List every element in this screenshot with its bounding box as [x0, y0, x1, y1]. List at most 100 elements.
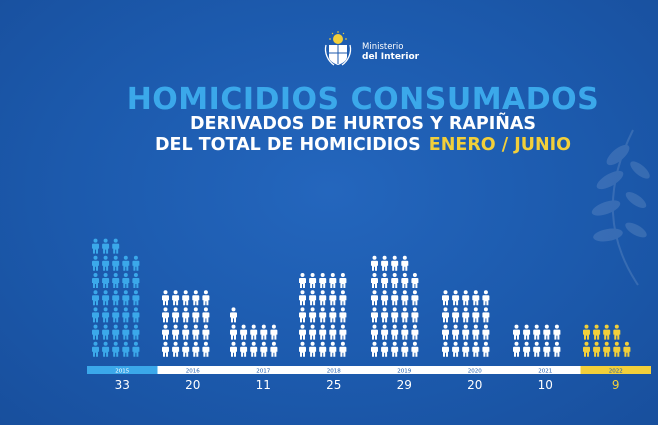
person-icon-12	[102, 307, 110, 323]
person-icon-7	[381, 324, 389, 340]
pictogram-bar-2015	[92, 238, 140, 357]
person-icon-11	[299, 307, 306, 323]
x-tick-label-2020: 2020	[468, 368, 482, 374]
value-label-2016: 20	[185, 378, 200, 392]
person-icon-31	[92, 238, 99, 254]
person-icon-10	[411, 324, 419, 340]
person-icon-13	[391, 307, 399, 323]
person-icon-16	[162, 290, 169, 306]
person-icon-5	[553, 341, 561, 357]
person-icon-17	[452, 290, 460, 306]
pictogram-bar-2016	[162, 290, 210, 357]
person-icon-2	[172, 341, 180, 357]
person-icon-5	[411, 341, 419, 357]
person-icon-9	[192, 324, 200, 340]
person-icon-25	[411, 273, 419, 288]
x-tick-label-2017: 2017	[256, 368, 270, 374]
subtitle-line-1: DERIVADOS DE HURTOS Y RAPIÑAS	[189, 114, 536, 134]
value-label-2022: 9	[612, 378, 620, 392]
person-icon-17	[102, 290, 110, 306]
person-icon-8	[112, 324, 120, 340]
person-icon-19	[401, 290, 409, 306]
person-icon-15	[202, 307, 210, 323]
person-icon-1	[513, 341, 520, 357]
year-strip-2017	[228, 366, 299, 374]
person-icon-2	[452, 341, 460, 357]
person-icon-6	[230, 324, 237, 340]
person-icon-8	[250, 324, 258, 340]
person-icon-20	[411, 290, 419, 306]
person-icon-8	[462, 324, 470, 340]
person-icon-1	[162, 341, 169, 357]
person-icon-5	[623, 341, 631, 357]
person-icon-23	[112, 273, 120, 288]
person-icon-24	[401, 273, 409, 288]
person-icon-2	[381, 341, 389, 357]
person-icon-18	[391, 290, 399, 306]
person-icon-6	[92, 324, 99, 340]
person-icon-9	[329, 324, 337, 340]
person-icon-10	[270, 324, 278, 340]
person-icon-4	[122, 341, 130, 357]
person-icon-1	[299, 341, 306, 357]
person-icon-11	[162, 307, 169, 323]
person-icon-9	[543, 324, 551, 340]
person-icon-19	[329, 290, 337, 306]
person-icon-6	[583, 324, 590, 340]
person-icon-11	[92, 307, 99, 323]
person-icon-21	[371, 273, 378, 288]
person-icon-4	[260, 341, 268, 357]
person-icon-7	[452, 324, 460, 340]
person-icon-25	[339, 273, 347, 288]
person-icon-12	[381, 307, 389, 323]
person-icon-15	[339, 307, 347, 323]
value-label-2020: 20	[467, 378, 482, 392]
person-icon-13	[182, 307, 190, 323]
person-icon-4	[543, 341, 551, 357]
person-icon-24	[329, 273, 337, 288]
person-icon-1	[371, 341, 378, 357]
person-icon-14	[192, 307, 200, 323]
year-strip-2022	[580, 366, 651, 374]
person-icon-19	[122, 290, 130, 306]
person-icon-8	[319, 324, 327, 340]
person-icon-26	[371, 255, 378, 271]
year-strip-2016	[157, 366, 228, 374]
person-icon-30	[132, 255, 140, 271]
person-icon-20	[339, 290, 347, 306]
person-icon-28	[112, 255, 120, 271]
person-icon-27	[381, 255, 389, 271]
x-tick-label-2016: 2016	[186, 368, 200, 374]
person-icon-8	[603, 324, 611, 340]
person-icon-16	[92, 290, 99, 306]
person-icon-9	[122, 324, 130, 340]
year-strip-2018	[298, 366, 369, 374]
person-icon-10	[482, 324, 490, 340]
person-icon-1	[92, 341, 99, 357]
value-label-2019: 29	[397, 378, 412, 392]
person-icon-18	[319, 290, 327, 306]
person-icon-6	[371, 324, 378, 340]
year-strip-2019	[369, 366, 440, 374]
person-icon-3	[250, 341, 258, 357]
person-icon-20	[202, 290, 210, 306]
logo-del-interior: del Interior	[362, 52, 420, 62]
person-icon-33	[112, 238, 120, 254]
person-icon-4	[329, 341, 337, 357]
person-icon-12	[309, 307, 317, 323]
person-icon-3	[603, 341, 611, 357]
person-icon-10	[132, 324, 140, 340]
person-icon-9	[260, 324, 268, 340]
person-icon-2	[593, 341, 601, 357]
person-icon-22	[309, 273, 317, 288]
value-label-2018: 25	[326, 378, 341, 392]
person-icon-12	[172, 307, 180, 323]
person-icon-5	[270, 341, 278, 357]
person-icon-3	[112, 341, 120, 357]
value-label-2017: 11	[256, 378, 271, 392]
person-icon-14	[329, 307, 337, 323]
person-icon-32	[102, 238, 110, 254]
person-icon-6	[299, 324, 306, 340]
subtitle-line-2: DEL TOTAL DE HOMICIDIOS ENERO / JUNIO	[0, 135, 658, 155]
